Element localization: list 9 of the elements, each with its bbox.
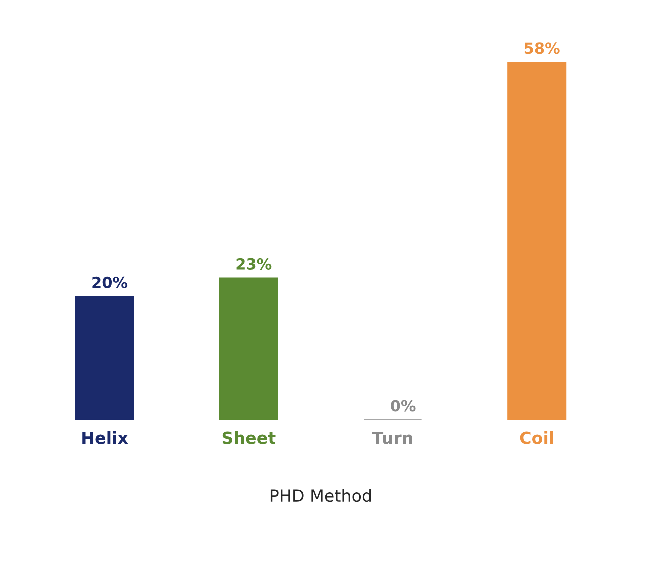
x-tick-label: Coil [520,431,554,444]
x-tick-label: Helix [82,431,128,444]
x-axis-title: PHD Method [270,489,372,502]
x-tick-label: Sheet [222,431,276,444]
data-label: 23% [236,258,272,270]
data-label: 58% [524,42,560,54]
data-label: 0% [391,400,416,412]
x-tick-label: Turn [372,432,412,444]
data-label: 20% [92,276,128,288]
